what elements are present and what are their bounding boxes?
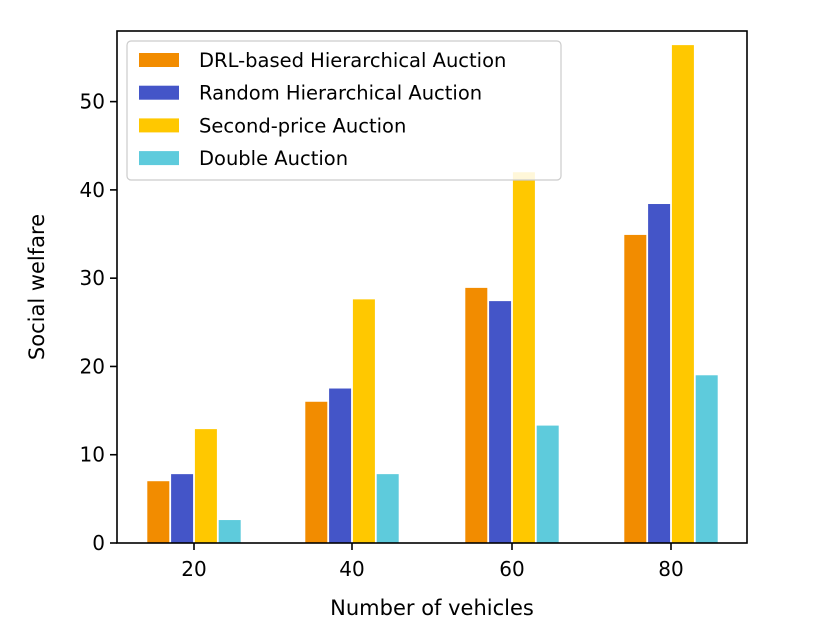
y-tick-label: 50 xyxy=(80,90,105,114)
legend-entry-drl-based-hierarchical-auction: DRL-based Hierarchical Auction xyxy=(199,49,506,72)
bar-drl-based-hierarchical-auction-60 xyxy=(465,287,488,543)
bar-random-hierarchical-auction-80 xyxy=(648,204,671,543)
legend-entry-second-price-auction: Second-price Auction xyxy=(199,114,406,137)
bar-second-price-auction-80 xyxy=(671,45,694,544)
y-tick-label: 40 xyxy=(80,178,105,202)
y-tick-label: 20 xyxy=(80,354,105,378)
bar-random-hierarchical-auction-40 xyxy=(329,388,352,543)
plot-frame xyxy=(116,30,748,544)
x-axis-label: Number of vehicles xyxy=(330,596,534,620)
y-tick-label: 30 xyxy=(80,266,105,290)
legend: DRL-based Hierarchical Auction Random Hie… xyxy=(126,40,562,181)
bar-double-auction-20 xyxy=(218,520,241,543)
bar-double-auction-80 xyxy=(695,375,718,543)
bar-random-hierarchical-auction-60 xyxy=(489,301,512,543)
x-tick-label: 40 xyxy=(339,557,364,581)
axes-group: 0 10 20 30 40 50 20 40 60 80 xyxy=(80,30,748,581)
x-tick-label: 80 xyxy=(658,557,683,581)
legend-swatch-double-auction xyxy=(139,151,179,166)
y-tick-label: 10 xyxy=(80,443,105,467)
bar-drl-based-hierarchical-auction-40 xyxy=(305,401,328,543)
bar-double-auction-60 xyxy=(536,425,559,543)
bar-drl-based-hierarchical-auction-80 xyxy=(624,234,647,544)
legend-swatch-random-hierarchical-auction xyxy=(139,85,179,100)
legend-box xyxy=(126,40,562,181)
bars-group xyxy=(147,45,718,544)
x-tick-label: 20 xyxy=(181,557,206,581)
y-axis-label: Social welfare xyxy=(25,214,49,360)
x-tick-label: 60 xyxy=(499,557,524,581)
bar-random-hierarchical-auction-20 xyxy=(171,474,194,543)
legend-swatch-drl-based-hierarchical-auction xyxy=(139,53,179,67)
bar-second-price-auction-20 xyxy=(194,429,217,543)
bar-second-price-auction-60 xyxy=(512,172,535,544)
y-tick-label: 0 xyxy=(92,531,105,555)
bar-double-auction-40 xyxy=(376,474,399,543)
legend-entry-random-hierarchical-auction: Random Hierarchical Auction xyxy=(199,82,482,105)
bar-drl-based-hierarchical-auction-20 xyxy=(147,481,170,543)
bar-second-price-auction-40 xyxy=(352,299,375,543)
legend-swatch-second-price-auction xyxy=(139,118,179,133)
legend-entry-double-auction: Double Auction xyxy=(199,147,348,170)
